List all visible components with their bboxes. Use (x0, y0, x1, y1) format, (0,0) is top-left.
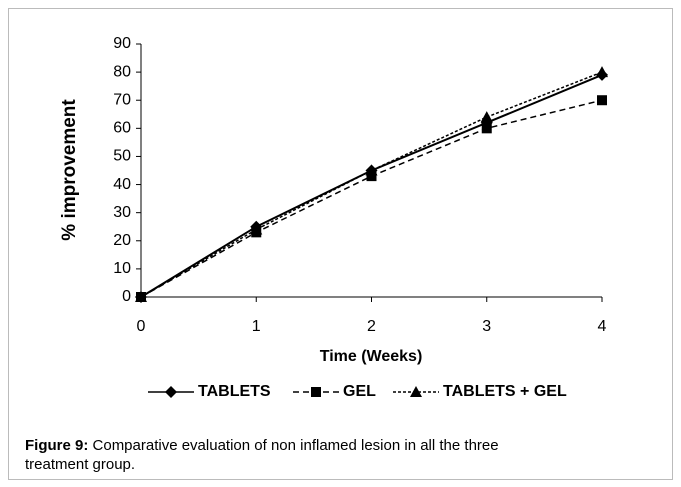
x-tick-label: 4 (598, 318, 607, 335)
y-tick-label: 50 (113, 148, 131, 165)
caption: Figure 9: Comparative evaluation of non … (25, 437, 499, 473)
x-tick-label: 0 (137, 318, 146, 335)
caption-line: treatment group. (25, 456, 135, 473)
y-tick-label: 20 (113, 232, 131, 249)
caption-text: Comparative evaluation of non inflamed l… (25, 437, 499, 473)
legend-label: TABLETS (198, 383, 271, 400)
series-line (140, 73, 603, 298)
y-tick-label: 0 (122, 288, 131, 305)
marker (135, 291, 147, 302)
y-tick-label: 80 (113, 63, 131, 80)
series-line (140, 99, 603, 298)
marker (596, 66, 608, 78)
figure-border (8, 8, 673, 480)
marker (480, 111, 493, 123)
y-tick-label: 40 (113, 176, 131, 193)
legend-label: TABLETS + GEL (443, 383, 567, 400)
y-tick-label: 90 (113, 35, 131, 52)
legend-marker (165, 386, 177, 398)
marker (250, 223, 263, 235)
y-axis-label: % improvement (59, 99, 80, 241)
x-tick-label: 1 (252, 318, 261, 335)
legend-marker (311, 387, 321, 397)
caption-label: Figure 9: (25, 437, 88, 454)
marker (481, 123, 492, 134)
marker (597, 95, 607, 106)
x-tick-label: 3 (482, 318, 491, 335)
legend-marker (410, 386, 422, 397)
x-tick-label: 2 (367, 318, 376, 335)
y-tick-label: 30 (113, 204, 131, 221)
marker (365, 164, 378, 176)
y-tick-label: 60 (113, 120, 131, 137)
y-tick-label: 70 (113, 91, 131, 108)
caption-line: Comparative evaluation of non inflamed l… (93, 437, 499, 454)
legend-label: GEL (343, 383, 376, 400)
series-line (140, 71, 603, 298)
x-axis-label: Time (Weeks) (320, 348, 423, 365)
y-tick-label: 10 (113, 260, 131, 277)
